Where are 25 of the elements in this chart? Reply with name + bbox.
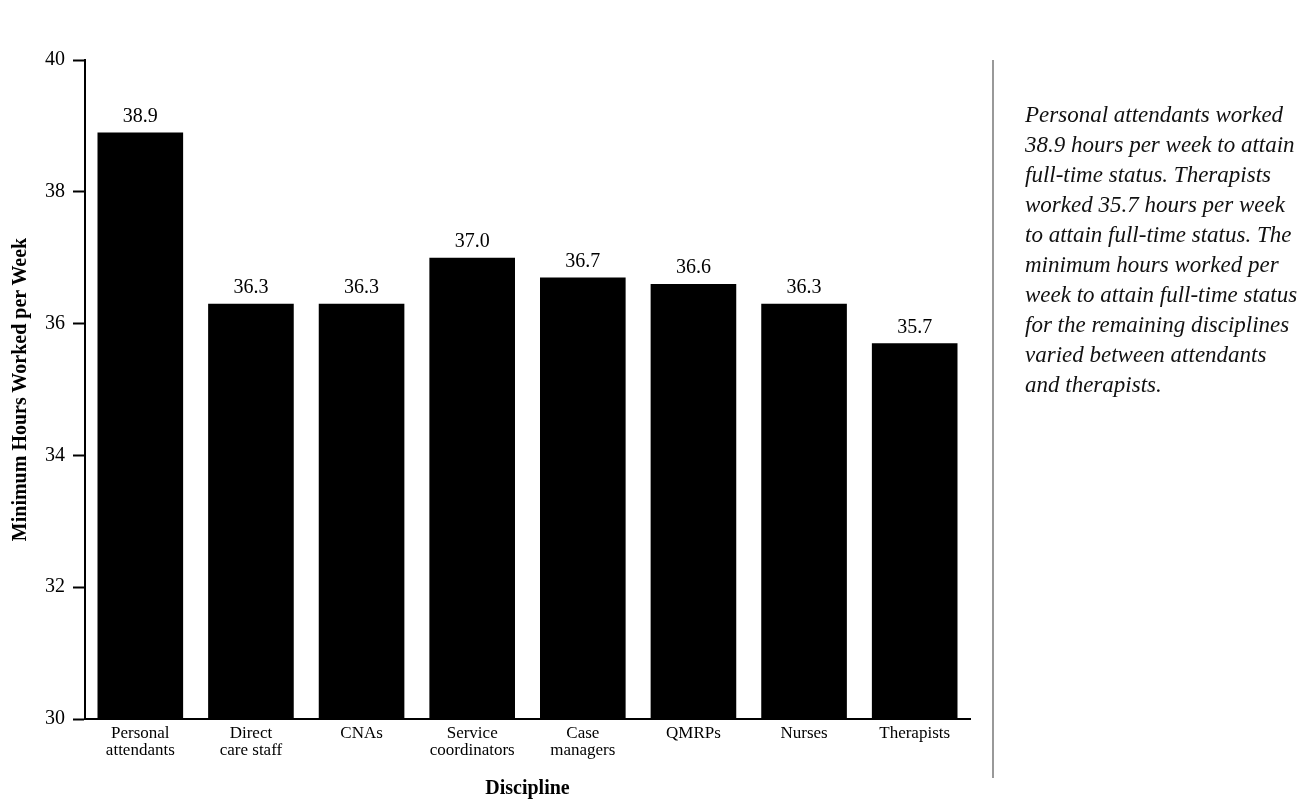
y-tick-label: 32 <box>45 574 65 597</box>
x-tick-label: Nurses <box>780 722 828 742</box>
x-tick-label: Personal attendants <box>105 722 175 759</box>
y-tick-label: 38 <box>45 179 65 202</box>
data-label: 36.6 <box>675 255 711 278</box>
data-label: 35.7 <box>897 314 933 337</box>
x-tick-label: Case managers <box>550 722 616 759</box>
y-tick-label: 36 <box>45 310 65 333</box>
data-label: 36.7 <box>565 248 601 271</box>
x-tick-label: CNAs <box>340 722 383 742</box>
y-tick-label: 40 <box>45 47 65 70</box>
data-label: 36.3 <box>233 275 269 298</box>
data-label: 37.0 <box>454 228 490 251</box>
y-tick-label: 30 <box>45 706 65 729</box>
x-axis-title: Discipline <box>485 776 570 800</box>
x-tick-label: Direct care staff <box>219 722 283 759</box>
data-label: 38.9 <box>122 103 158 126</box>
x-tick-label: QMRPs <box>666 722 721 742</box>
y-tick-label: 34 <box>45 442 65 465</box>
data-label: 36.3 <box>344 275 380 298</box>
y-axis-title: Minimum Hours Worked per Week <box>8 236 32 542</box>
x-tick-label: Service coordinators <box>429 722 515 759</box>
text: Personal attendants worked 38.9 hours per week to attain full-time status. Therapists worked 35.7 hours per week to attain full-time status. The minimum hours worked per week to attain full-time status for the remaining disciplines varied between attendants and therapists. <box>1025 102 1298 397</box>
x-tick-label: Therapists <box>879 722 951 742</box>
data-label: 36.3 <box>786 275 822 298</box>
